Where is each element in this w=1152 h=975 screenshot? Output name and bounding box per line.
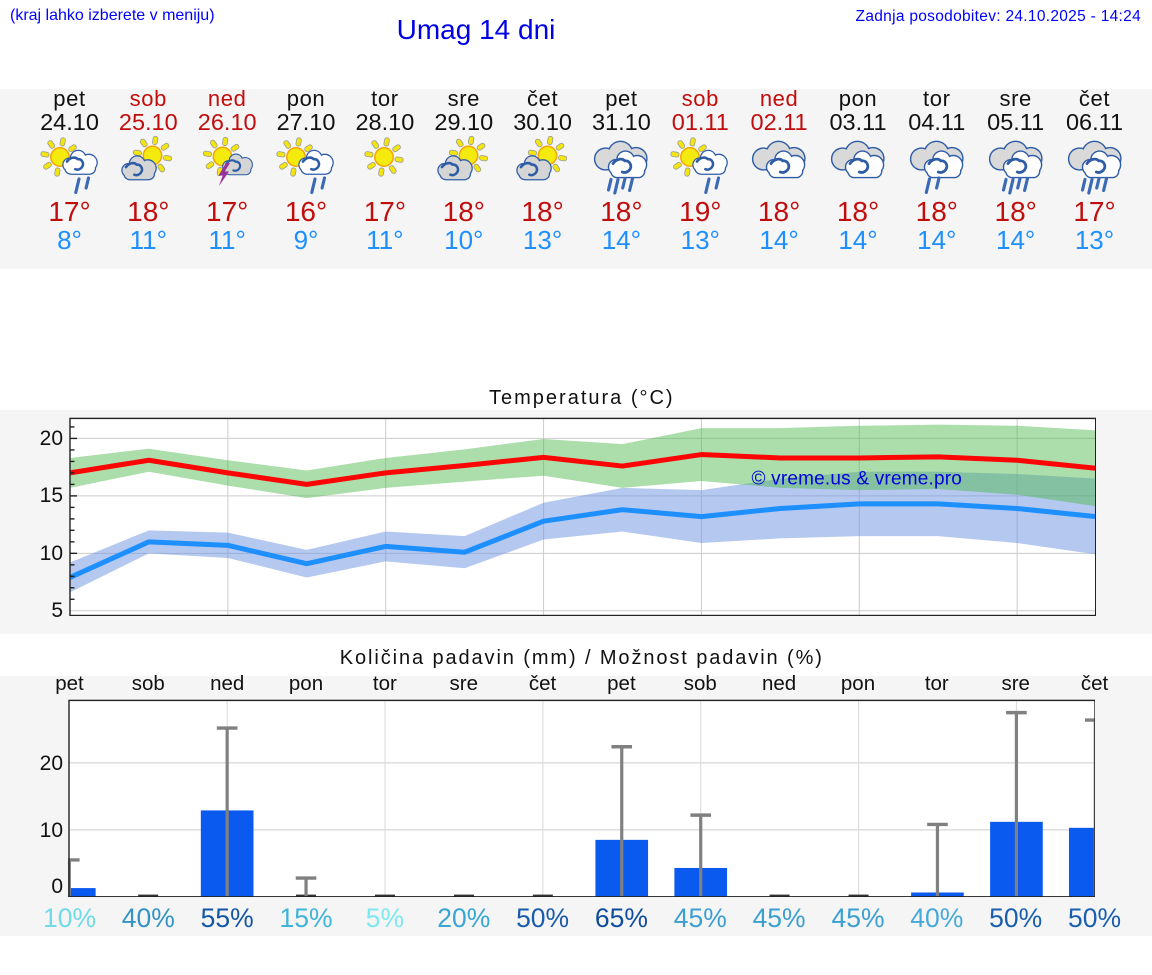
svg-text:© vreme.us & vreme.pro: © vreme.us & vreme.pro [751, 468, 962, 489]
